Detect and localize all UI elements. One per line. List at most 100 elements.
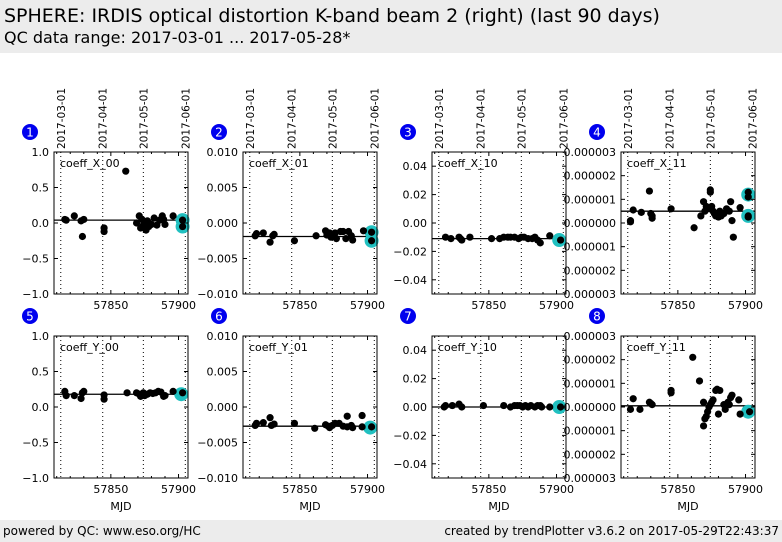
date-marker-label: 2017-03-01 [56, 88, 68, 149]
data-point [648, 212, 656, 220]
data-point [487, 235, 496, 243]
data-point [169, 387, 177, 395]
y-tick-label: −0.04 [393, 458, 427, 471]
panel-number-badge [22, 124, 38, 140]
data-point [447, 235, 455, 243]
y-tick-label: −0.010 [197, 472, 238, 485]
date-marker-label: 2017-05-01 [138, 88, 150, 149]
date-marker-label: 2017-03-01 [434, 88, 446, 149]
data-point [736, 204, 744, 212]
data-point [637, 208, 645, 216]
panel-6: 6 0.010 0.005 0.000 −0.005 −0.010 57850 57900 MJ… [197, 308, 385, 513]
data-point [695, 377, 704, 385]
x-axis-label: MJD [299, 500, 320, 513]
y-tick-label: −0.005 [197, 253, 238, 266]
data-point [161, 392, 169, 400]
panel-number: 5 [26, 310, 34, 324]
data-point [339, 227, 347, 236]
data-point [311, 424, 319, 432]
data-point [626, 405, 635, 413]
data-point [147, 220, 156, 229]
y-tick-label: −0.5 [22, 437, 49, 450]
data-point [441, 401, 450, 410]
date-marker-label: 2017-06-01 [369, 88, 381, 149]
x-tick-label: 57850 [471, 483, 506, 496]
data-point [80, 215, 88, 224]
panel-label: coeff_X_01 [249, 157, 309, 170]
x-tick-label: 57850 [471, 299, 506, 312]
panel-number: 2 [215, 126, 223, 140]
y-tick-label: 0.005 [207, 182, 239, 195]
data-point [729, 233, 737, 241]
y-tick-label: 0.000002 [564, 448, 617, 461]
date-marker-label: 2017-04-01 [476, 88, 488, 149]
y-tick-label: 1.0 [32, 146, 50, 159]
x-tick-label: 57850 [660, 483, 695, 496]
data-point [312, 232, 320, 240]
panel-number-badge [400, 308, 416, 324]
data-point [699, 398, 708, 406]
x-tick-label: 57900 [161, 299, 196, 312]
data-point [367, 423, 376, 431]
x-axis-label: MJD [110, 500, 131, 513]
y-tick-label: 0.000003 [564, 472, 617, 485]
data-point [331, 229, 339, 237]
data-point [725, 401, 733, 409]
data-point [744, 188, 752, 196]
date-marker-label: 2017-05-01 [705, 88, 717, 149]
plot-frame [431, 151, 567, 295]
date-marker-label: 2017-06-01 [180, 88, 192, 149]
data-point [667, 205, 675, 213]
y-tick-label: 0.000002 [564, 170, 617, 183]
data-point [648, 401, 656, 409]
x-tick-label: 57900 [728, 483, 763, 496]
data-point [689, 353, 697, 361]
data-point [343, 412, 351, 420]
data-point [178, 216, 187, 224]
page-subtitle: QC data range: 2017-03-01 ... 2017-05-28… [4, 28, 351, 47]
y-tick-label: −0.005 [197, 437, 238, 450]
date-marker-label: 2017-05-01 [516, 88, 528, 149]
y-tick-label: −0.02 [393, 429, 427, 442]
panel-number-badge [589, 124, 605, 140]
data-point [77, 394, 85, 403]
panel-label: coeff_X_11 [627, 157, 687, 170]
y-tick-label: 0.000001 [564, 241, 617, 254]
y-tick-label: 0.02 [403, 373, 428, 386]
y-tick-label: 0.5 [32, 182, 50, 195]
date-marker-label: 2017-04-01 [98, 88, 110, 149]
data-point [479, 401, 488, 410]
data-point [70, 212, 78, 220]
data-point [266, 414, 274, 422]
plot-frame [242, 151, 378, 295]
panel-number-badge [22, 308, 38, 324]
y-tick-label: 1.0 [32, 330, 50, 343]
panel-2: 2 2017-03-01 2017-04-01 2017-05-01 2017-06-0… [197, 88, 385, 312]
data-point [697, 212, 705, 220]
data-point [721, 405, 729, 413]
x-tick-label: 57900 [539, 483, 574, 496]
data-point [150, 214, 158, 222]
panel-label: coeff_X_00 [60, 157, 120, 170]
data-point [629, 206, 637, 214]
y-tick-label: 0.0 [32, 401, 50, 414]
report-header: SPHERE: IRDIS optical distortion K-band … [0, 0, 782, 53]
y-tick-label: −1.0 [22, 472, 49, 485]
y-tick-label: 0.000 [207, 401, 239, 414]
data-point [367, 237, 376, 245]
panel-number: 3 [404, 126, 412, 140]
data-point [714, 410, 723, 418]
x-tick-label: 57900 [350, 299, 385, 312]
footer-powered-by: powered by QC: www.eso.org/HC [3, 524, 201, 538]
y-tick-label: −1.0 [22, 288, 49, 301]
x-axis-label: MJD [677, 500, 698, 513]
data-point [252, 230, 261, 238]
panel-number-badge [211, 124, 227, 140]
footer-created-by: created by trendPlotter v3.6.2 on 2017-0… [444, 524, 779, 538]
panel-5: 5 1.0 0.5 0.0 −0.5 −1.0 57850 57900 MJD coeff_Y_0… [22, 308, 196, 513]
data-point [132, 219, 141, 227]
plot-frame [620, 151, 756, 295]
panel-label: coeff_Y_11 [627, 341, 686, 354]
y-tick-label: −0.02 [393, 245, 427, 258]
panel-number-badge [211, 308, 227, 324]
